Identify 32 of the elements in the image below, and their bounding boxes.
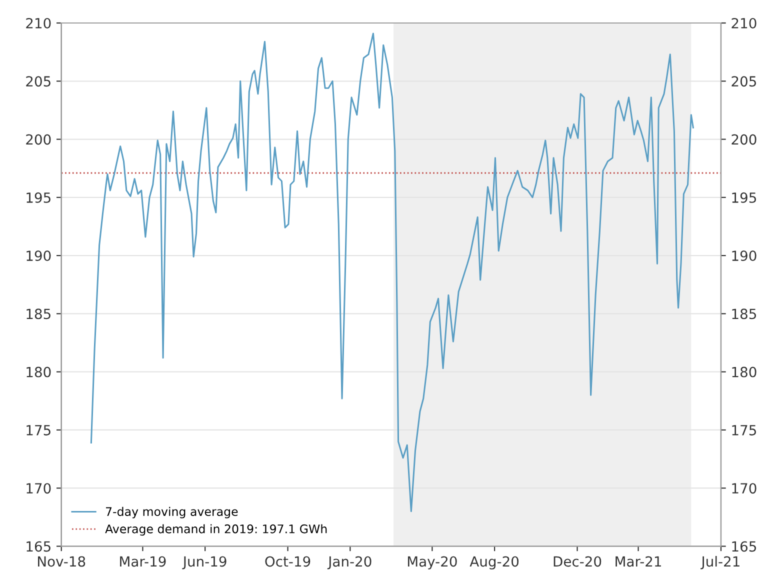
y2-tick-label: 175	[732, 425, 756, 436]
y-tick-label: 205	[26, 76, 50, 87]
y2-tick-label: 190	[732, 250, 756, 262]
legend-label: 7-day moving average	[106, 506, 238, 518]
y-tick-label: 180	[26, 366, 51, 378]
y-tick-label: 175	[26, 425, 50, 436]
x-tick-label: Jun-19	[182, 556, 226, 570]
y-tick-label: 185	[26, 308, 50, 320]
y-tick-label: 210	[26, 18, 51, 28]
x-tick-label: May-20	[408, 556, 457, 570]
y-tick-label: 165	[26, 541, 50, 552]
x-tick-label: Nov-18	[38, 556, 86, 567]
y-tick-label: 200	[26, 134, 51, 145]
y2-tick-label: 185	[732, 308, 756, 320]
legend-label: Average demand in 2019: 197.1 GWh	[105, 524, 327, 536]
x-tick-label: Oct-19	[265, 556, 310, 567]
y2-tick-label: 200	[732, 134, 756, 145]
x-tick-label: Mar-21	[616, 556, 661, 567]
y2-tick-label: 170	[732, 483, 756, 494]
y-tick-label: 195	[26, 192, 50, 203]
y-tick-label: 170	[26, 483, 51, 494]
y2-tick-label: 205	[732, 76, 756, 87]
x-tick-label: Dec-20	[554, 556, 602, 567]
y2-tick-label: 195	[732, 192, 756, 203]
x-tick-label: Aug-20	[470, 556, 519, 570]
x-tick-label: Jul-21	[700, 556, 740, 570]
y2-tick-label: 210	[732, 18, 756, 28]
x-tick-label: Jan-20	[327, 556, 372, 570]
y-tick-label: 190	[26, 250, 51, 262]
y2-tick-label: 180	[732, 366, 756, 378]
x-tick-label: Mar-19	[120, 556, 166, 567]
y2-tick-label: 165	[732, 541, 756, 552]
